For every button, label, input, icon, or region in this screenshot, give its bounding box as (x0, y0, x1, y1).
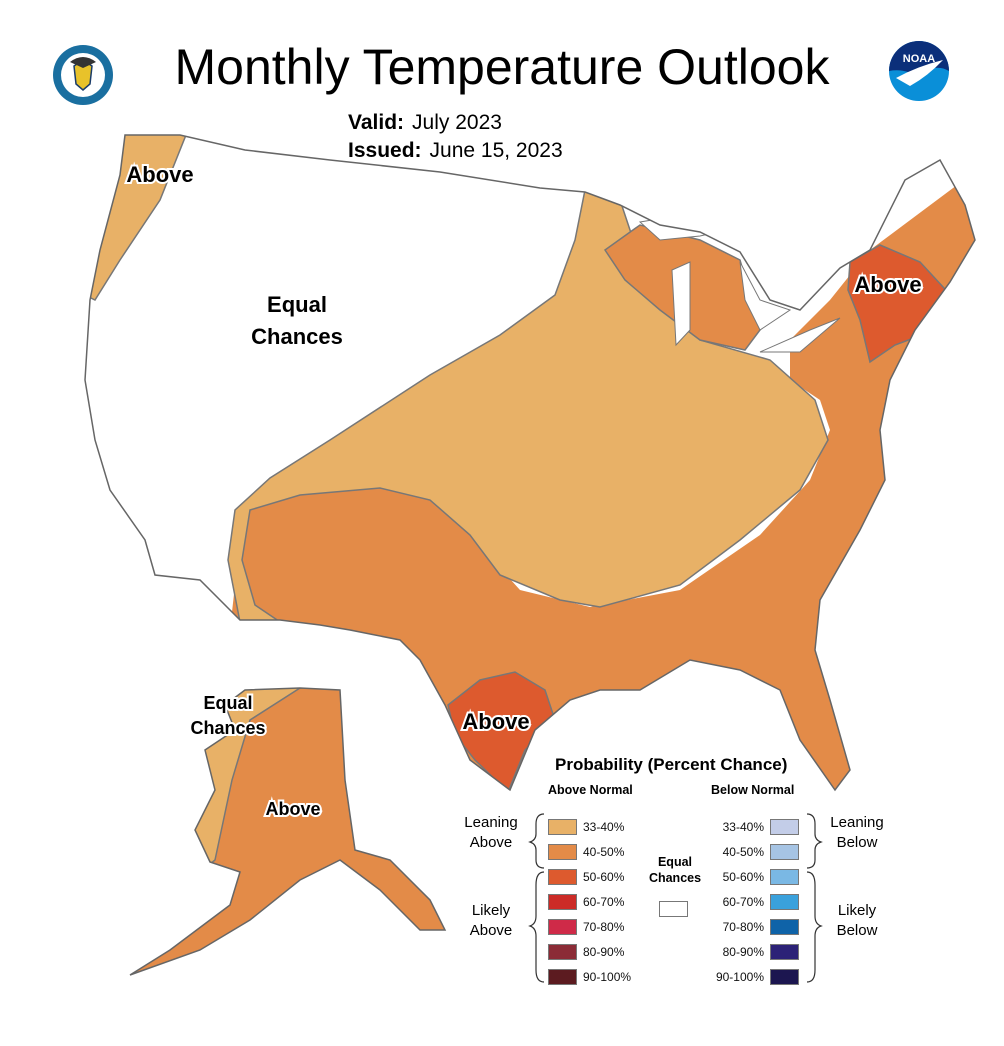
legend-range-label: 90-100% (715, 969, 764, 984)
label-alaska-equal: Equal (203, 693, 252, 713)
label-northwest-above: Above (126, 162, 193, 187)
likely-above-line2: Above (469, 922, 513, 939)
legend-swatch (548, 918, 577, 935)
legend-row-above-4: 70-80% (548, 914, 631, 939)
legend-range-label: 90-100% (583, 969, 632, 984)
label-west-chances: Chances (251, 324, 343, 349)
legend-range-label: 33-40% (722, 819, 764, 834)
legend-swatch (548, 943, 577, 960)
alaska-map (129, 687, 446, 976)
leaning-below-line2: Below (836, 834, 878, 851)
legend-leaning-below: Leaning Below (824, 813, 890, 853)
legend-range-label: 60-70% (583, 894, 625, 909)
likely-below-line1: Likely (837, 902, 877, 919)
noaa-logo-text: NOAA (903, 53, 935, 65)
legend-range-label: 50-60% (722, 869, 764, 884)
legend-swatch (548, 818, 577, 835)
legend-swatch (770, 968, 799, 985)
legend-below-scale: 33-40% 40-50% 50-60% 60-70% 70-80% 80-90% 90-1… (700, 814, 799, 989)
legend-row-below-4: 70-80% (700, 914, 799, 939)
valid-label: Valid: (348, 111, 405, 134)
equal-chances-line2: Chances (648, 871, 702, 885)
label-texas-above: Above (462, 709, 529, 734)
legend-leaning-above: Leaning Above (458, 813, 524, 853)
legend-row-below-1: 40-50% (700, 839, 799, 864)
legend-likely-below: Likely Below (824, 901, 890, 941)
legend-range-label: 80-90% (583, 944, 625, 959)
legend-above-scale: 33-40% 40-50% 50-60% 60-70% 70-80% 80-90% 90-1… (548, 814, 631, 989)
legend-swatch (770, 868, 799, 885)
legend-brace-left (528, 813, 545, 983)
leaning-above-line2: Above (469, 834, 513, 851)
label-alaska-chances: Chances (190, 718, 265, 738)
legend-row-above-5: 80-90% (548, 939, 631, 964)
legend-swatch (548, 968, 577, 985)
legend-range-label: 40-50% (722, 844, 764, 859)
leaning-below-line1: Leaning (830, 814, 884, 831)
legend-range-label: 60-70% (722, 894, 764, 909)
legend-brace-right (806, 813, 823, 983)
legend-row-above-6: 90-100% (548, 964, 631, 989)
region-above-33-40-central (227, 189, 829, 633)
legend-swatch-equal-chances (659, 901, 688, 917)
label-west-equal: Equal (267, 292, 327, 317)
legend-above-header: Above Normal (548, 783, 633, 797)
legend-below-header: Below Normal (711, 783, 795, 797)
label-alaska-above: Above (265, 799, 320, 819)
likely-below-line2: Below (836, 922, 878, 939)
legend-row-below-5: 80-90% (700, 939, 799, 964)
likely-above-line1: Likely (471, 902, 511, 919)
legend-range-label: 70-80% (583, 919, 625, 934)
legend-title: Probability (Percent Chance) (555, 755, 788, 774)
legend-range-label: 33-40% (583, 819, 625, 834)
legend-swatch (770, 843, 799, 860)
legend-swatch (770, 818, 799, 835)
legend-range-label: 70-80% (722, 919, 764, 934)
legend-row-above-2: 50-60% (548, 864, 631, 889)
commerce-seal-logo (53, 45, 113, 105)
leaning-above-line1: Leaning (464, 814, 518, 831)
legend-row-below-3: 60-70% (700, 889, 799, 914)
legend-row-below-6: 90-100% (700, 964, 799, 989)
legend-row-above-0: 33-40% (548, 814, 631, 839)
legend-swatch (770, 943, 799, 960)
issued-line: Issued: June 15, 2023 (348, 139, 563, 163)
legend-swatch (548, 843, 577, 860)
page-title: Monthly Temperature Outlook (174, 39, 830, 95)
valid-value: July 2023 (412, 111, 502, 134)
legend-row-above-3: 60-70% (548, 889, 631, 914)
legend-swatch (548, 868, 577, 885)
legend-equal-chances: Equal Chances (640, 854, 710, 886)
noaa-logo: NOAA (889, 41, 949, 101)
legend-swatch (548, 893, 577, 910)
legend-likely-above: Likely Above (458, 901, 524, 941)
issued-label: Issued: (348, 139, 422, 162)
equal-chances-line1: Equal (657, 855, 693, 869)
legend-row-below-2: 50-60% (700, 864, 799, 889)
legend-range-label: 50-60% (583, 869, 625, 884)
legend-row-below-0: 33-40% (700, 814, 799, 839)
issued-value: June 15, 2023 (429, 139, 563, 162)
valid-line: Valid: July 2023 (348, 111, 502, 135)
legend-range-label: 80-90% (722, 944, 764, 959)
label-northeast-above: Above (854, 272, 921, 297)
legend-swatch (770, 893, 799, 910)
legend-swatch (770, 918, 799, 935)
legend-row-above-1: 40-50% (548, 839, 631, 864)
legend-range-label: 40-50% (583, 844, 625, 859)
